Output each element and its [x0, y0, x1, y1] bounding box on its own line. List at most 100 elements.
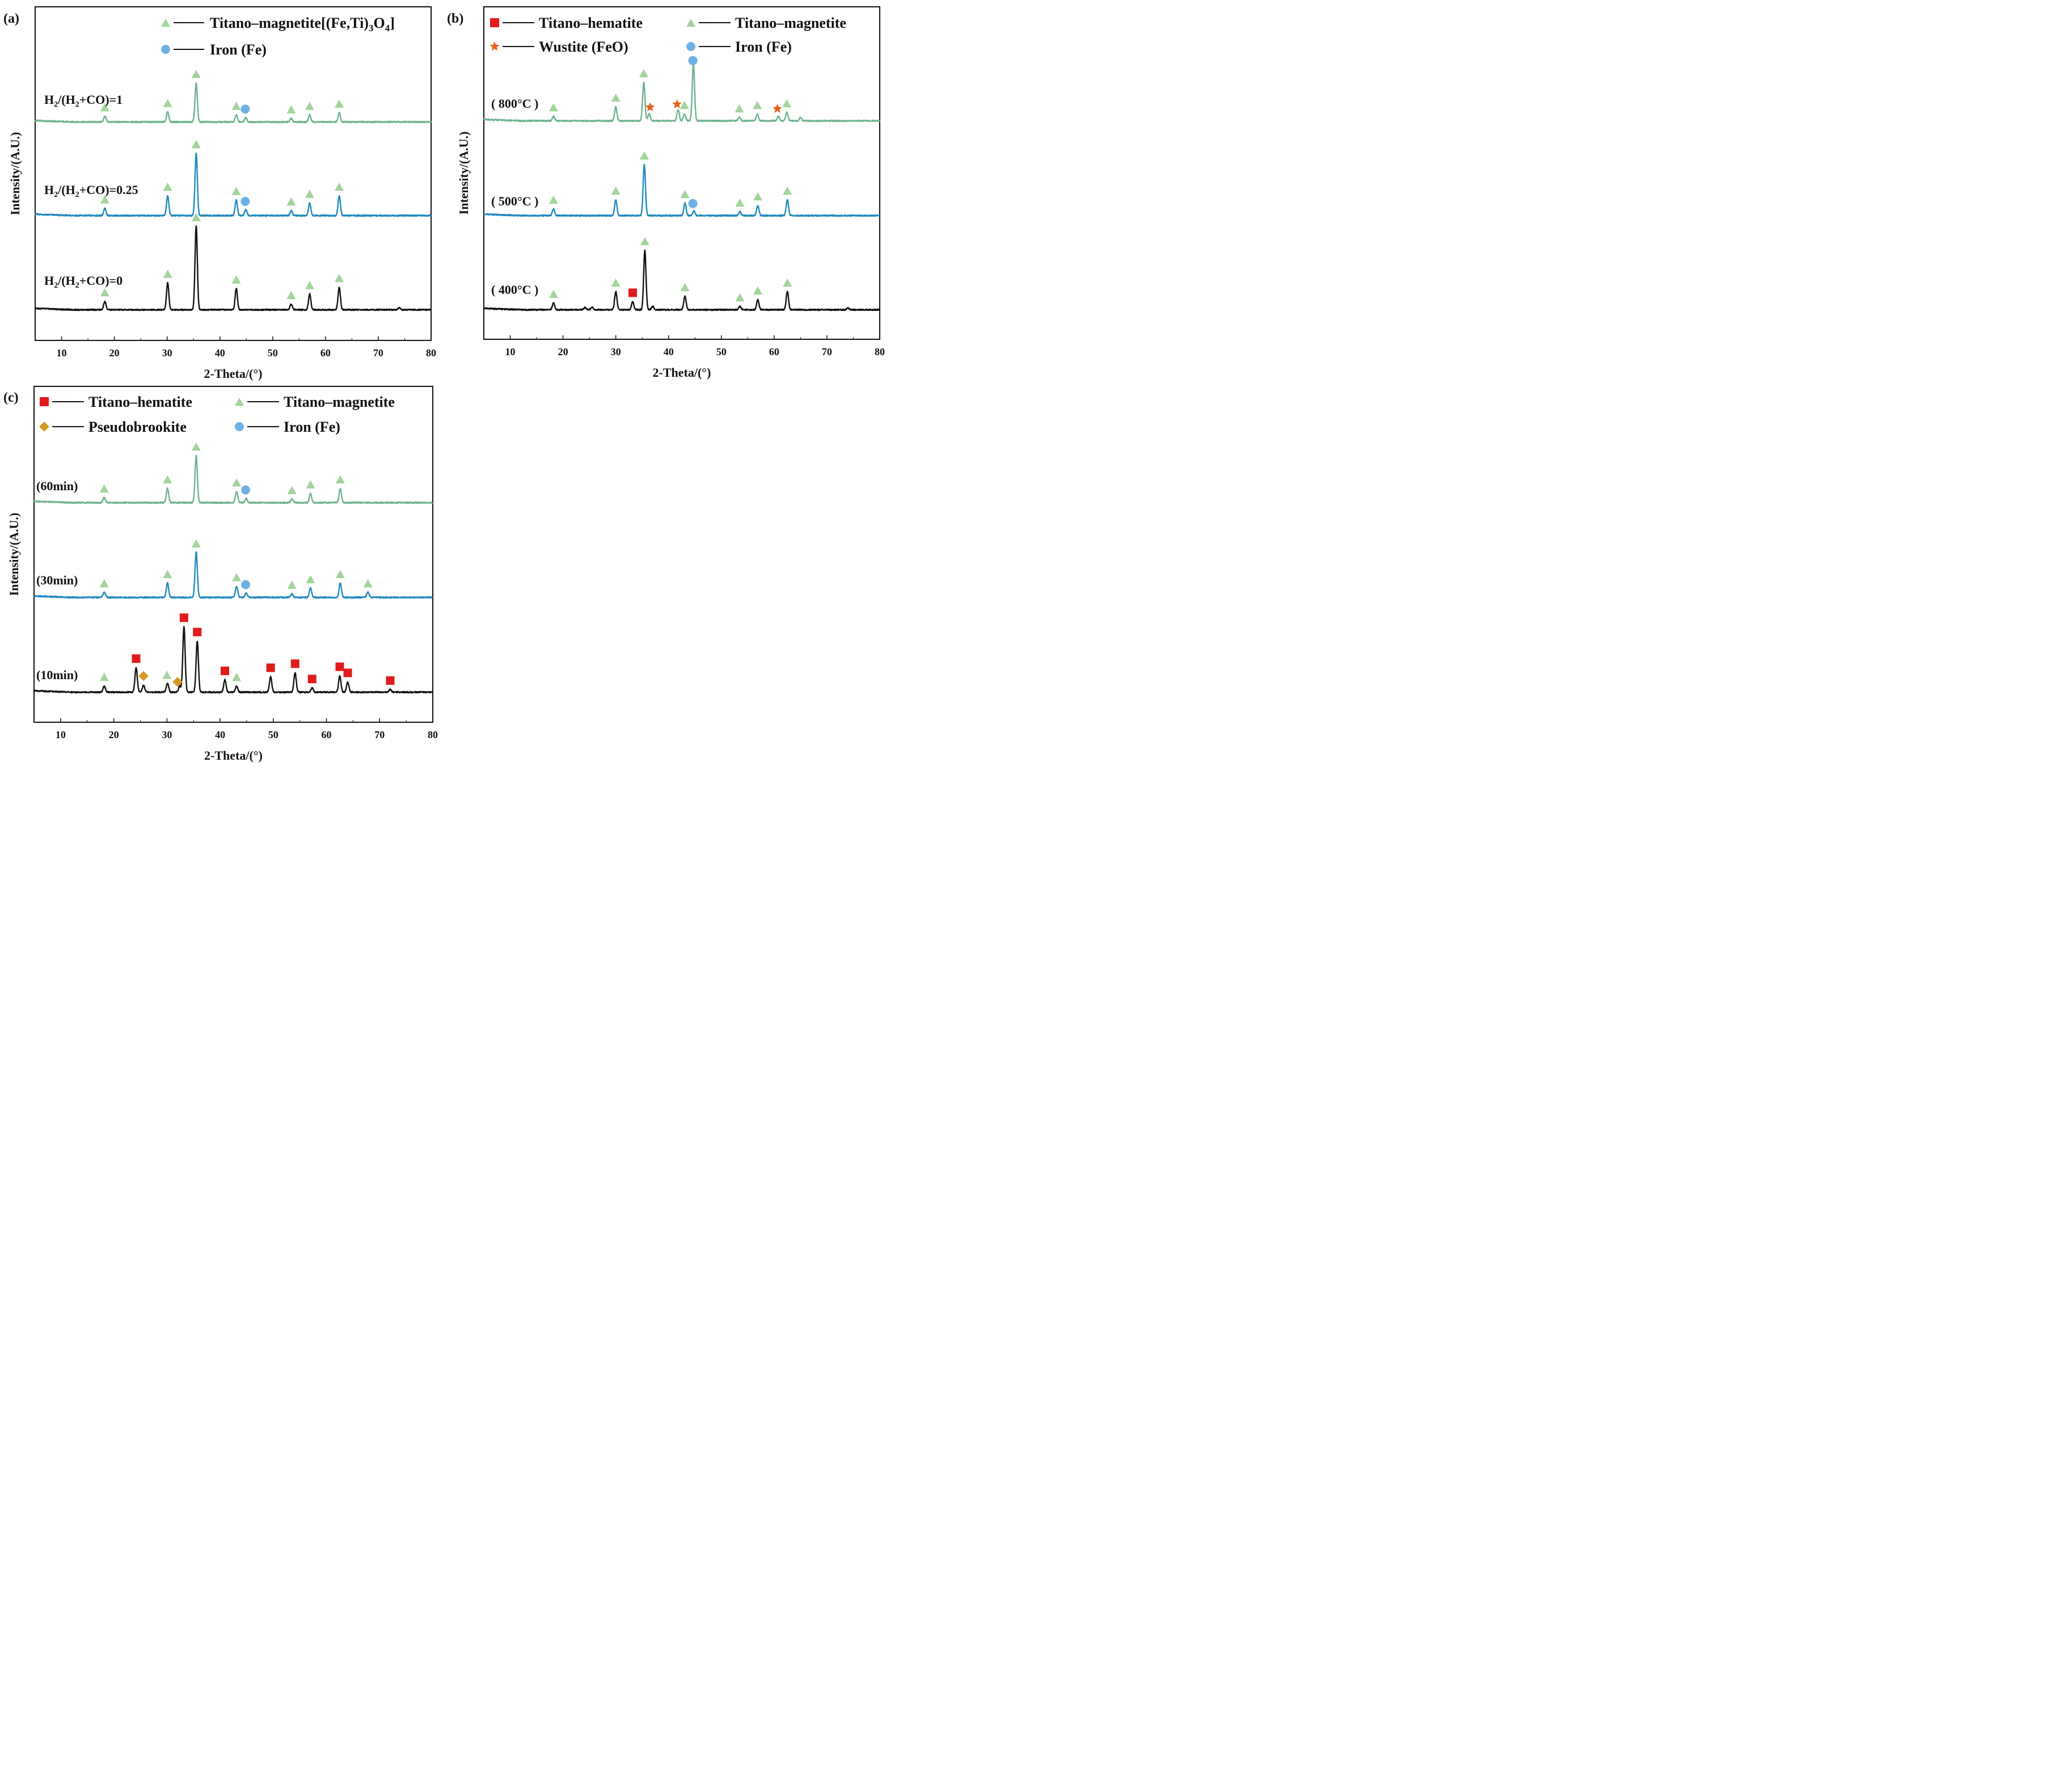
panel-c: (c) 10 20 30 40 50 60 70 80 2-Theta/(°) Intensity/…	[3, 386, 438, 763]
plot-frame	[33, 386, 433, 723]
series-label: (60min)	[36, 479, 78, 493]
peak-marker-triangle	[783, 186, 792, 195]
peak-marker-triangle	[163, 570, 172, 578]
peak-marker-triangle	[232, 673, 242, 681]
y-axis-label: Intensity/(A.U.)	[8, 132, 22, 216]
peak-marker-star	[672, 99, 682, 108]
peak-marker-circle	[688, 199, 698, 208]
x-tick-label: 80	[875, 346, 885, 357]
peak-marker-triangle	[548, 195, 558, 204]
legend: Titano–magnetite[(Fe,Ti)3O4] Iron (Fe)	[161, 15, 395, 58]
x-tick-label: 60	[322, 729, 332, 740]
series-label: ( 500°C )	[491, 194, 538, 208]
peak-marker-triangle	[783, 278, 792, 287]
panel-letter: (b)	[447, 11, 463, 26]
peak-marker-triangle	[305, 281, 314, 289]
x-tick-label: 20	[558, 346, 568, 357]
peak-marker-triangle	[231, 187, 241, 195]
series-line	[34, 82, 432, 124]
x-tick-label: 20	[109, 347, 120, 359]
peak-marker-triangle	[232, 573, 242, 582]
series-line	[483, 249, 881, 311]
peak-marker-square	[335, 662, 344, 671]
x-tick-label: 70	[374, 729, 385, 740]
legend-symbol-circle	[161, 45, 170, 54]
peak-marker-triangle	[99, 579, 109, 588]
series-line	[483, 64, 881, 123]
peak-marker-triangle	[306, 575, 315, 583]
peak-marker-triangle	[753, 100, 762, 109]
x-axis-label: 2-Theta/(°)	[653, 365, 711, 380]
peak-marker-triangle	[639, 151, 649, 160]
legend-symbol-triangle	[686, 18, 695, 27]
peak-marker-square	[307, 675, 317, 684]
peak-marker-star	[773, 103, 782, 113]
legend-label: Titano–magnetite	[284, 394, 395, 410]
series-0: ( 800°C )	[483, 56, 881, 123]
legend-symbol-diamond	[39, 422, 49, 432]
peak-marker-triangle	[163, 269, 172, 278]
peak-marker-triangle	[191, 70, 201, 78]
peak-marker-triangle	[680, 100, 689, 109]
x-tick-label: 20	[109, 729, 119, 740]
peak-marker-triangle	[335, 273, 344, 283]
peak-marker-circle	[688, 56, 698, 65]
peak-marker-triangle	[782, 99, 792, 108]
x-axis-label: 2-Theta/(°)	[204, 748, 263, 763]
series-label: (10min)	[36, 668, 78, 682]
peak-marker-circle	[241, 485, 251, 495]
peak-marker-triangle	[99, 484, 109, 493]
peak-marker-triangle	[231, 102, 241, 110]
series-line	[35, 225, 432, 311]
panel-letter: (c)	[3, 390, 19, 405]
series-2: (10min)	[33, 613, 433, 694]
panel-letter: (a)	[3, 11, 19, 26]
peak-marker-triangle	[191, 443, 201, 451]
series-line	[33, 551, 433, 599]
legend-symbol-circle	[686, 42, 695, 51]
peak-marker-triangle	[611, 186, 621, 195]
peak-marker-triangle	[335, 570, 345, 578]
peak-marker-square	[386, 676, 395, 685]
peak-marker-triangle	[305, 102, 314, 110]
peak-marker-diamond	[138, 671, 149, 681]
plot-frame	[35, 6, 432, 341]
x-tick-label: 80	[428, 729, 438, 740]
peak-marker-triangle	[639, 69, 648, 78]
peak-marker-square	[343, 668, 352, 677]
peak-marker-triangle	[99, 673, 109, 681]
peak-marker-square	[221, 666, 230, 675]
peak-marker-triangle	[335, 182, 344, 191]
peak-marker-triangle	[735, 293, 745, 302]
legend-label: Titano–magnetite[(Fe,Ti)3O4]	[210, 15, 395, 33]
peak-marker-triangle	[611, 93, 621, 102]
peak-marker-triangle	[735, 198, 745, 207]
series-line	[483, 163, 880, 217]
legend-symbol-triangle	[235, 397, 244, 406]
series-label: ( 800°C )	[491, 96, 538, 111]
peak-marker-triangle	[548, 289, 558, 298]
peak-marker-triangle	[680, 189, 690, 199]
peak-marker-triangle	[100, 195, 109, 204]
peak-marker-triangle	[335, 475, 345, 483]
x-tick-label: 10	[56, 729, 66, 740]
peak-marker-square	[266, 663, 275, 672]
legend-label: Titano–hematite	[539, 15, 643, 31]
x-tick-label: 60	[769, 346, 779, 357]
series-2: H2/(H2+CO)=0	[35, 213, 432, 311]
peak-marker-square	[179, 613, 188, 622]
peak-marker-triangle	[548, 103, 558, 112]
peak-marker-square	[193, 627, 202, 637]
peak-marker-triangle	[100, 103, 109, 112]
y-axis-label: Intensity/(A.U.)	[457, 132, 471, 215]
legend-label: Titano–magnetite	[735, 15, 846, 31]
series-label: H2/(H2+CO)=0	[44, 273, 123, 290]
series-2: ( 400°C )	[483, 237, 881, 311]
x-tick-label: 30	[162, 729, 172, 740]
peak-marker-diamond	[172, 677, 183, 687]
panel-b: (b) 10 20 30 40 50 60 70 80 2-Theta/(°) Intensity/…	[447, 6, 885, 380]
x-tick-label: 50	[268, 729, 278, 740]
peak-marker-triangle	[162, 671, 172, 679]
x-tick-label: 10	[505, 346, 516, 357]
plot-frame	[483, 6, 880, 340]
